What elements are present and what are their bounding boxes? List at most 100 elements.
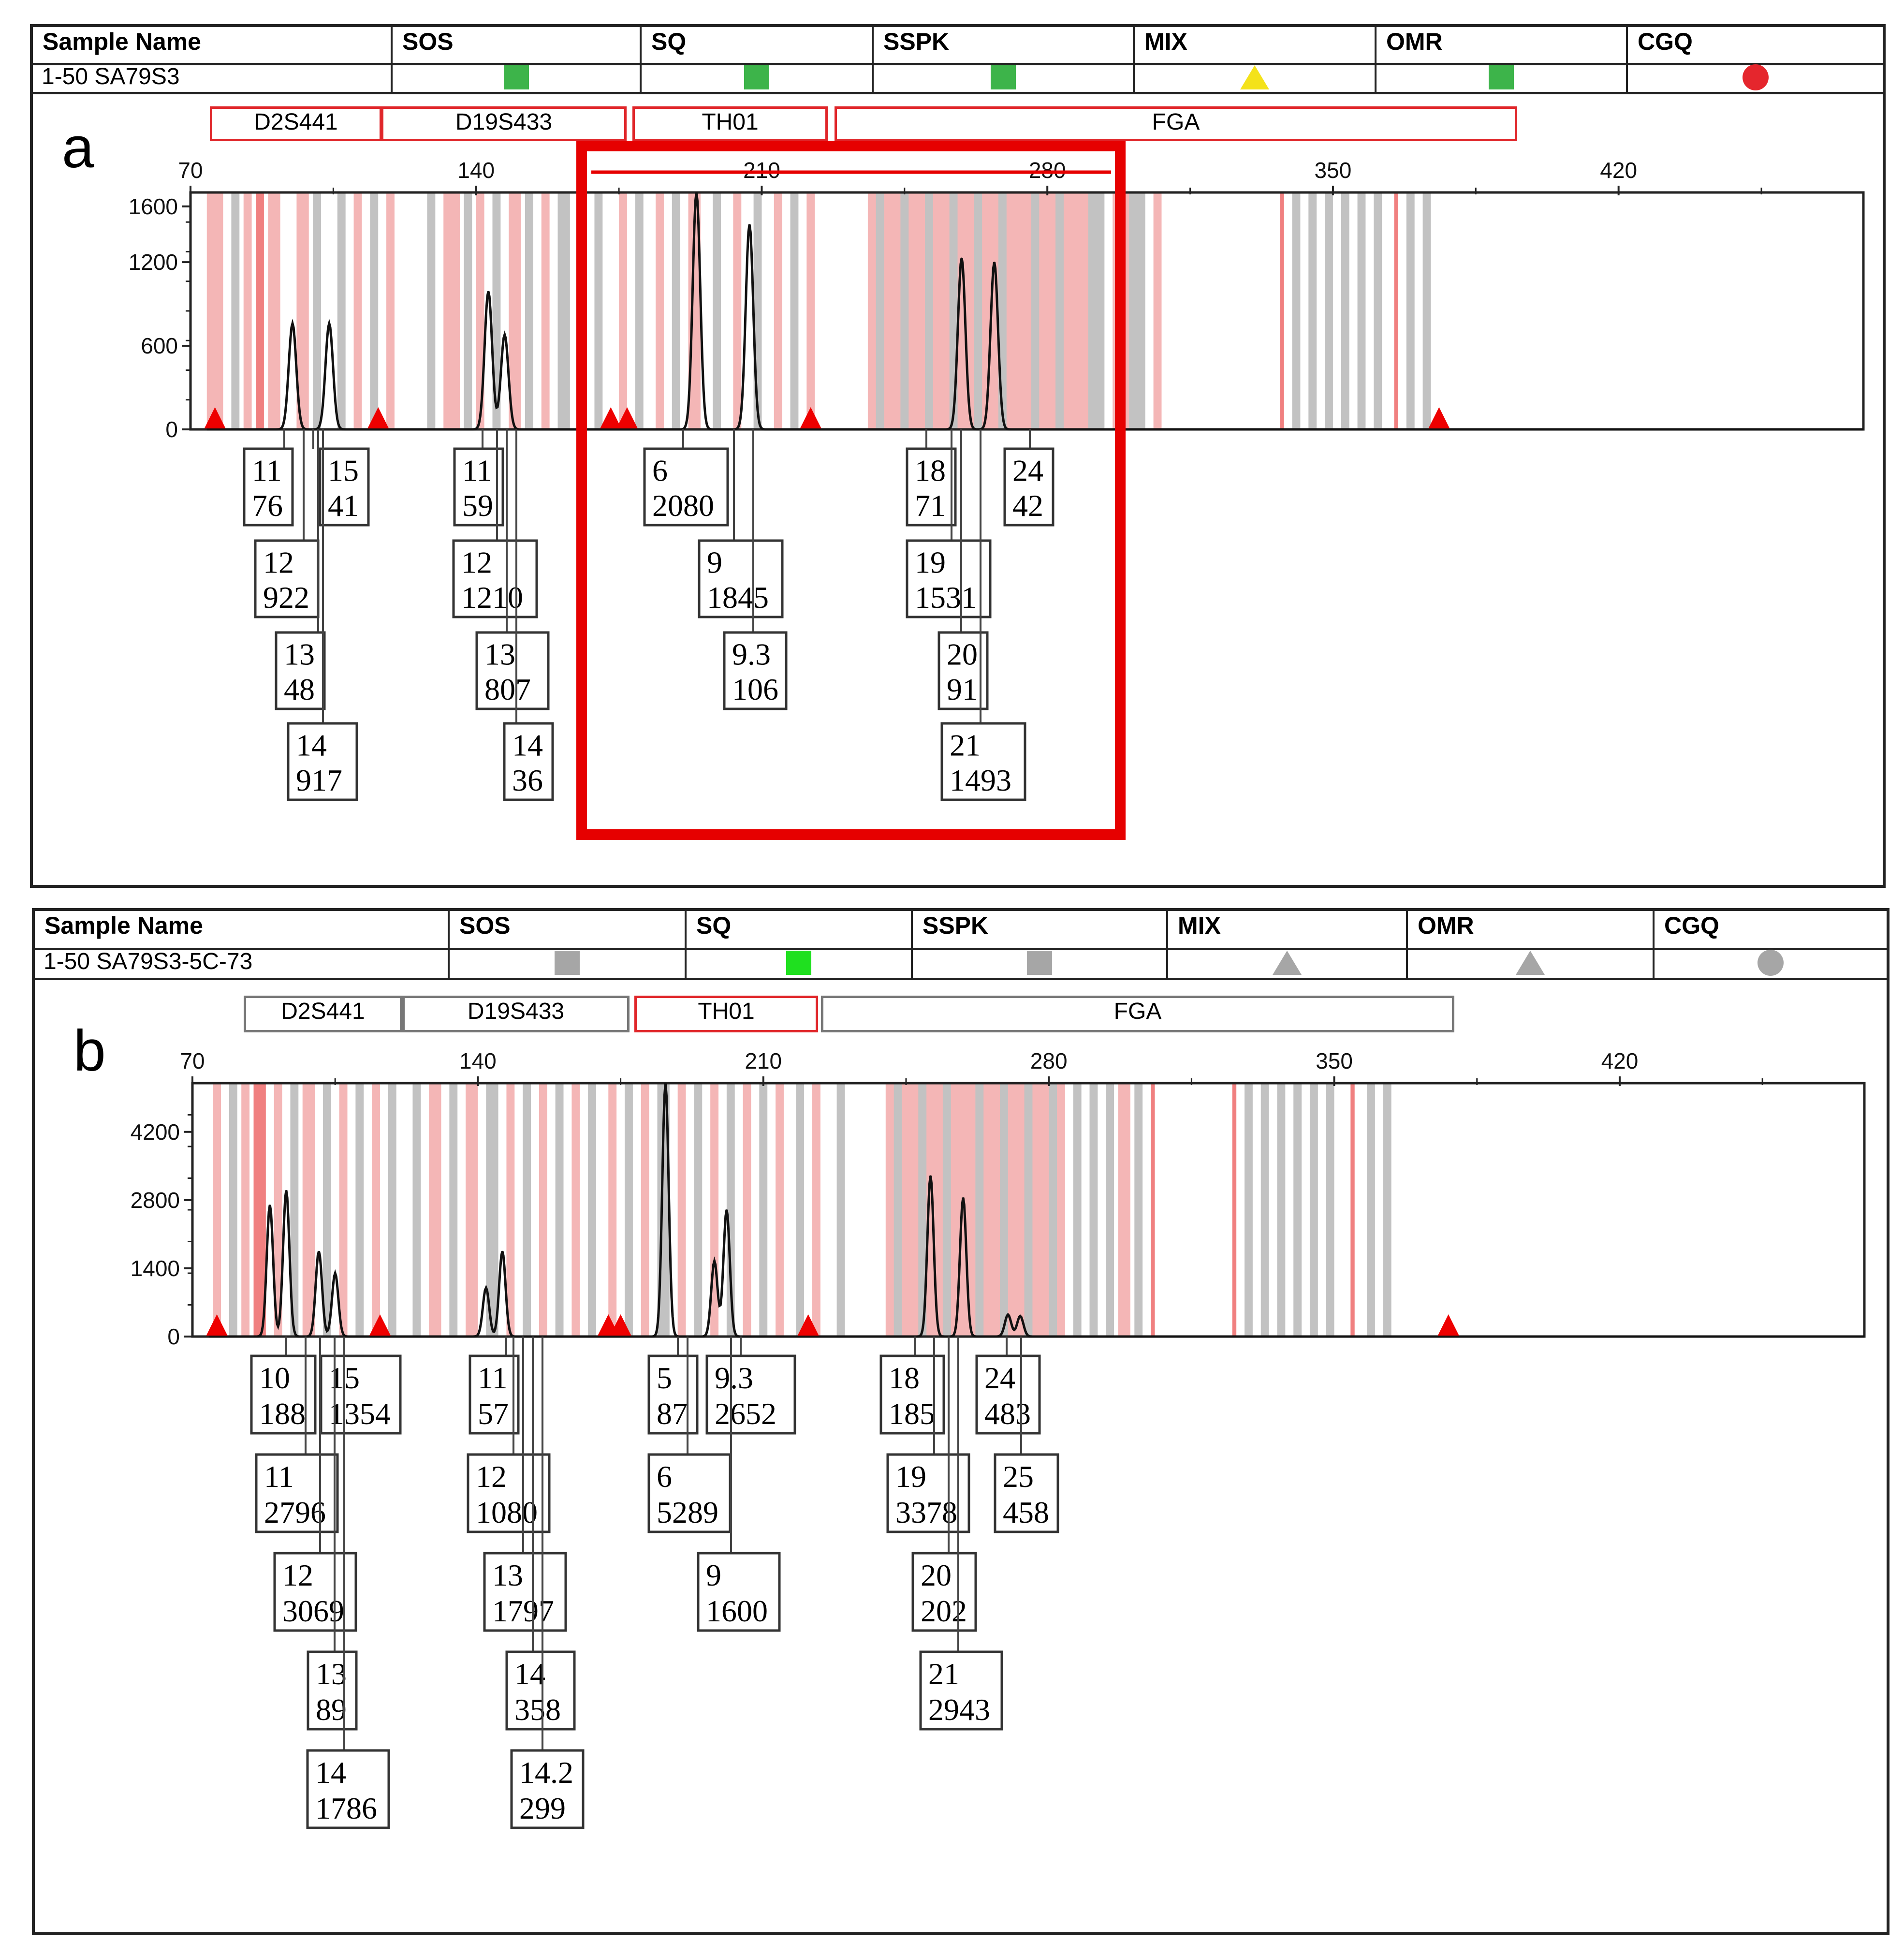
allele-box bbox=[1003, 447, 1055, 527]
col-sos: SOS bbox=[448, 911, 685, 948]
allele-bin bbox=[1308, 192, 1317, 429]
sq-indicator-icon bbox=[744, 65, 769, 89]
allele-name: 14 bbox=[296, 728, 327, 762]
allele-height: 5289 bbox=[657, 1495, 718, 1529]
allele-name: 11 bbox=[252, 453, 282, 487]
allele-bin bbox=[1293, 1083, 1302, 1337]
allele-bin bbox=[694, 1083, 703, 1337]
allele-bin bbox=[539, 1083, 547, 1337]
allele-bin bbox=[429, 1083, 441, 1337]
allele-height: 59 bbox=[462, 488, 493, 523]
col-cgq: CGQ bbox=[1626, 27, 1883, 63]
size-standard-marker bbox=[616, 407, 638, 428]
allele-labels: 1176154112922134814917115912121013807143… bbox=[243, 429, 1055, 801]
marker-th01[interactable]: TH01 bbox=[634, 996, 818, 1032]
allele-bin bbox=[290, 1083, 299, 1337]
allele-name: 14 bbox=[514, 1657, 545, 1691]
allele-bin bbox=[449, 1083, 458, 1337]
trace-line bbox=[208, 1083, 1864, 1338]
allele-name: 20 bbox=[921, 1558, 952, 1592]
electropherogram-plot-a: 70 140 210 280 350 42016001200600011761541129… bbox=[129, 141, 1865, 840]
allele-bin bbox=[1406, 192, 1415, 429]
peak-9 bbox=[930, 1175, 931, 1176]
allele-height: 71 bbox=[915, 488, 946, 523]
electropherogram-panel-b: Sample Name SOS SQ SSPK MIX OMR CGQ 1-50… bbox=[32, 908, 1889, 1935]
allele-box bbox=[275, 631, 326, 710]
cgq-cell bbox=[1653, 948, 1887, 978]
peak-3 bbox=[504, 334, 505, 335]
peak-3 bbox=[335, 1273, 336, 1274]
y-tick-label: 4200 bbox=[131, 1119, 180, 1145]
allele-bin bbox=[635, 192, 644, 429]
marker-d19s433[interactable]: D19S433 bbox=[402, 996, 630, 1032]
allele-height: 89 bbox=[316, 1692, 347, 1727]
marker-fga[interactable]: FGA bbox=[821, 996, 1454, 1032]
omr-indicator-icon bbox=[1489, 65, 1514, 89]
sq-indicator-icon bbox=[786, 951, 811, 975]
allele-box bbox=[287, 722, 358, 801]
allele-bin bbox=[1088, 192, 1105, 429]
allele-bin bbox=[893, 1083, 902, 1337]
allele-height: 917 bbox=[296, 763, 342, 797]
allele-bin bbox=[322, 1083, 331, 1337]
sample-name-value: 1-50 SA79S3-5C-73 bbox=[44, 949, 253, 974]
allele-name: 12 bbox=[282, 1558, 313, 1592]
x-tick-label: 210 bbox=[743, 158, 780, 183]
allele-bin bbox=[641, 1083, 649, 1337]
allele-bin bbox=[274, 1083, 282, 1337]
allele-bin bbox=[942, 1083, 951, 1337]
allele-bin bbox=[1374, 192, 1382, 429]
peak-8 bbox=[726, 1209, 727, 1210]
allele-box bbox=[723, 631, 788, 710]
allele-bin bbox=[608, 1083, 617, 1337]
marker-d2s441[interactable]: D2S441 bbox=[210, 106, 382, 141]
header-row-a: Sample Name SOS SQ SSPK MIX OMR CGQ bbox=[33, 27, 1883, 65]
sample-name-value: 1-50 SA79S3 bbox=[42, 64, 180, 89]
allele-bin bbox=[253, 1083, 266, 1337]
allele-bin bbox=[1325, 192, 1333, 429]
marker-d19s433[interactable]: D19S433 bbox=[381, 106, 627, 141]
allele-box bbox=[319, 447, 370, 527]
x-tick-label: 350 bbox=[1315, 158, 1352, 183]
allele-bin bbox=[1089, 1083, 1098, 1337]
allele-bin-stripes bbox=[213, 1083, 1391, 1337]
marker-fga[interactable]: FGA bbox=[835, 106, 1517, 141]
allele-name: 13 bbox=[484, 637, 515, 671]
y-tick-label: 1600 bbox=[129, 194, 178, 219]
allele-bin bbox=[925, 192, 933, 429]
allele-bin bbox=[476, 192, 484, 429]
allele-bin bbox=[1357, 192, 1366, 429]
allele-bin bbox=[1280, 192, 1284, 429]
marker-d2s441[interactable]: D2S441 bbox=[244, 996, 402, 1032]
allele-height: 2796 bbox=[264, 1495, 326, 1529]
y-tick-label: 1200 bbox=[129, 250, 178, 275]
y-tick-label: 2800 bbox=[131, 1188, 180, 1213]
peak-1 bbox=[328, 323, 330, 324]
allele-bin bbox=[1292, 192, 1301, 429]
allele-box bbox=[975, 1354, 1041, 1435]
allele-name: 12 bbox=[476, 1459, 507, 1494]
sspk-cell bbox=[872, 63, 1133, 92]
allele-bin bbox=[571, 1083, 580, 1337]
x-tick-label: 420 bbox=[1600, 158, 1637, 183]
allele-bin bbox=[836, 1083, 845, 1337]
allele-bin bbox=[713, 192, 721, 429]
allele-height: 87 bbox=[657, 1396, 688, 1431]
allele-bin bbox=[353, 192, 362, 429]
marker-th01[interactable]: TH01 bbox=[632, 106, 828, 141]
allele-bin bbox=[998, 192, 1007, 429]
col-sample-name: Sample Name bbox=[44, 912, 203, 939]
allele-bin bbox=[523, 1083, 531, 1337]
cgq-indicator-icon bbox=[1742, 64, 1769, 90]
allele-box bbox=[510, 1749, 585, 1829]
col-sq: SQ bbox=[685, 911, 911, 948]
allele-name: 5 bbox=[657, 1361, 672, 1395]
allele-bin bbox=[774, 192, 782, 429]
allele-name: 14 bbox=[512, 728, 543, 762]
allele-bin bbox=[256, 192, 264, 429]
allele-height: 358 bbox=[514, 1692, 561, 1727]
allele-bin bbox=[337, 192, 346, 429]
allele-height: 1493 bbox=[950, 763, 1011, 797]
allele-box bbox=[698, 539, 784, 618]
allele-bin bbox=[759, 1083, 768, 1337]
